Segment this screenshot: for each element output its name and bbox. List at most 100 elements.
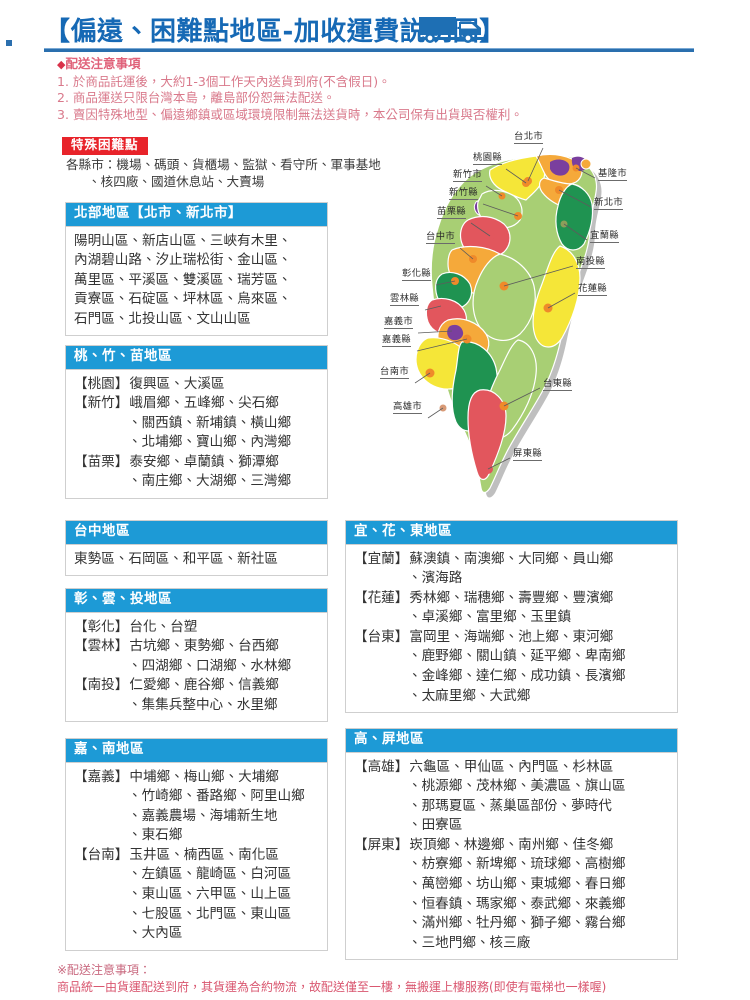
group-line: 、三地門鄉、核三廠 — [408, 934, 531, 951]
group-line: 、枋寮鄉、新埤鄉、琉球鄉、高樹鄉 — [408, 856, 626, 873]
section-taoyuan-hsinchu-miaoli: 桃、竹、苗地區 【桃園】 復興區、大溪區 【新竹】 峨眉鄉、五峰鄉、尖石鄉 、關… — [65, 345, 328, 500]
group-row: 【南投】 仁愛鄉、鹿谷鄉、信義鄉 — [74, 676, 321, 696]
group-line: 、卓溪鄉、富里鄉、玉里鎮 — [408, 609, 572, 626]
group-line: 蘇澳鎮、南澳鄉、大同鄉、員山鄉 — [409, 550, 614, 567]
section-kp-body: 【高雄】 六龜區、甲仙區、內門區、杉林區 、桃源鄉、茂林鄉、美濃區、旗山區 、那… — [346, 753, 677, 960]
group-line: 台化、台塑 — [129, 618, 198, 635]
map-label-chiayi-county: 嘉義縣 — [382, 331, 412, 347]
notice-item: 3. 賣因特殊地型、偏遠鄉鎮或區域環境限制無法送貨時，本公司保有出貨與否權利。 — [57, 106, 523, 122]
group-line: 、南庄鄉、大湖鄉、三灣鄉 — [128, 473, 292, 490]
section-east-body: 【宜蘭】 蘇澳鎮、南澳鄉、大同鄉、員山鄉 、濱海路 【花蓮】 秀林鄉、瑞穗鄉、壽… — [346, 545, 677, 713]
group-line: 、東石鄉 — [128, 827, 183, 844]
group-row: 【台東】 富岡里、海端鄉、池上鄉、東河鄉 — [354, 628, 671, 648]
group-line: 、嘉義農場、海埔新生地 — [128, 807, 278, 824]
map-label-taipei: 台北市 — [514, 128, 544, 144]
section-north: 北部地區【北市、新北市】 陽明山區、新店山區、三峽有木里、 內湖碧山路、汐止瑞松… — [65, 202, 328, 337]
group-line: 、金峰鄉、達仁鄉、成功鎮、長濱鄉 — [408, 668, 626, 685]
group-line: 古坑鄉、東勢鄉、台西鄉 — [129, 638, 279, 655]
group-key: 【嘉義】 — [74, 768, 129, 785]
map-label-keelung: 基隆市 — [598, 165, 628, 181]
group-row: 【雲林】 古坑鄉、東勢鄉、台西鄉 — [74, 637, 321, 657]
section-chianan-title: 嘉、南地區 — [66, 739, 327, 763]
group-row: 【彰化】 台化、台塑 — [74, 618, 321, 638]
map-label-chiayi-city: 嘉義市 — [384, 313, 414, 329]
group-row: 【嘉義】 中埔鄉、梅山鄉、大埔鄉 — [74, 768, 321, 788]
group-line: 、北埔鄉、寶山鄉、內灣鄉 — [128, 434, 292, 451]
map-label-tainan: 台南市 — [380, 363, 410, 379]
map-label-new-taipei: 新北市 — [594, 194, 624, 210]
notice-heading-row: ◆配送注意事項 — [57, 56, 617, 74]
notice-item: 2. 商品運送只限台灣本島，離島部份恕無法配送。 — [57, 90, 336, 106]
delivery-notice: ◆配送注意事項 1. 於商品託運後，大約1-3個工作天內送貨到府(不含假日)。 … — [57, 56, 617, 123]
group-key: 【台南】 — [74, 846, 129, 863]
section-line: 貢寮區、石碇區、坪林區、烏來區、 — [74, 291, 292, 308]
section-line: 內湖碧山路、汐止瑞松街、金山區、 — [74, 252, 292, 269]
special-difficult-body: 各縣市：機場、碼頭、貨櫃場、監獄、看守所、軍事基地 、核四廠、國道休息站、大賣場 — [66, 156, 406, 190]
map-label-miaoli: 苗栗縣 — [437, 203, 467, 219]
section-east-title: 宜、花、東地區 — [346, 521, 677, 545]
section-line: 萬里區、平溪區、雙溪區、瑞芳區、 — [74, 271, 292, 288]
group-line: 、那瑪夏區、蒸巢區部份、夢時代 — [408, 797, 612, 814]
map-label-changhua: 彰化縣 — [402, 265, 432, 281]
header-divider — [44, 48, 694, 52]
group-line: 仁愛鄉、鹿谷鄉、信義鄉 — [129, 677, 279, 694]
group-key: 【雲林】 — [74, 638, 129, 655]
group-line: 、田寮區 — [408, 817, 463, 834]
group-line: 、關西鎮、新埔鎮、橫山鄉 — [128, 414, 292, 431]
group-line: 、太麻里鄉、大武鄉 — [408, 687, 531, 704]
footer-notes: ※配送注意事項： 商品統一由貨運配送到府，其貨運為合約物流，故配送僅至一樓，無搬… — [57, 962, 737, 996]
group-key: 【宜蘭】 — [354, 550, 409, 567]
group-line: 富岡里、海端鄉、池上鄉、東河鄉 — [409, 628, 614, 645]
group-key: 【桃園】 — [74, 375, 129, 392]
group-line: 、四湖鄉、口湖鄉、水林鄉 — [128, 657, 292, 674]
group-line: 、萬巒鄉、坊山鄉、東城鄉、春日鄉 — [408, 876, 626, 893]
left-edge-tick — [6, 40, 12, 46]
section-line: 陽明山區、新店山區、三峽有木里、 — [74, 232, 292, 249]
group-line: 、七股區、北門區、東山區 — [128, 905, 292, 922]
section-taichung: 台中地區 東勢區、石岡區、和平區、新社區 — [65, 520, 328, 577]
group-key: 【屏東】 — [354, 836, 409, 853]
group-line: 、左鎮區、龍崎區、白河區 — [128, 866, 292, 883]
map-label-hsinchu-city: 新竹市 — [453, 166, 483, 182]
special-line-2: 、核四廠、國道休息站、大賣場 — [88, 174, 265, 189]
special-difficult-badge: 特殊困難點 — [62, 137, 148, 155]
map-label-hsinchu-county: 新竹縣 — [449, 184, 479, 200]
group-line: 、桃源鄉、茂林鄉、美濃區、旗山區 — [408, 778, 626, 795]
group-line: 、恒春鎮、瑪家鄉、泰武鄉、來義鄉 — [408, 895, 626, 912]
page-header: 【偏遠、困難點地區-加收運費説明圖】 — [0, 0, 750, 54]
group-row: 【宜蘭】 蘇澳鎮、南澳鄉、大同鄉、員山鄉 — [354, 550, 671, 570]
taiwan-map-svg — [414, 147, 602, 498]
group-row: 【桃園】 復興區、大溪區 — [74, 375, 321, 395]
section-taichung-body: 東勢區、石岡區、和平區、新社區 — [66, 545, 327, 576]
group-row: 【苗栗】 泰安鄉、卓蘭鎮、獅潭鄉 — [74, 453, 321, 473]
group-row: 【屏東】 崁頂鄉、林邊鄉、南州鄉、佳冬鄉 — [354, 836, 671, 856]
group-line: 、滿州鄉、牡丹鄉、獅子鄉、霧台鄉 — [408, 915, 626, 932]
map-label-kaohsiung: 高雄市 — [393, 398, 423, 414]
notice-heading: 配送注意事項 — [65, 56, 141, 71]
footer-line-1: ※配送注意事項： — [57, 963, 152, 977]
group-line: 、大內區 — [128, 925, 183, 942]
group-line: 、集集兵整中心、水里鄉 — [128, 696, 278, 713]
group-line: 、竹崎鄉、番路鄉、阿里山鄉 — [128, 788, 305, 805]
group-line: 、東山區、六甲區、山上區 — [128, 886, 292, 903]
group-key: 【花蓮】 — [354, 589, 409, 606]
map-label-nantou: 南投縣 — [576, 253, 606, 269]
section-tcm-title: 桃、竹、苗地區 — [66, 346, 327, 370]
section-yilan-hualien-taitung: 宜、花、東地區 【宜蘭】 蘇澳鎮、南澳鄉、大同鄉、員山鄉 、濱海路 【花蓮】 秀… — [345, 520, 678, 714]
section-line: 東勢區、石岡區、和平區、新社區 — [74, 550, 278, 567]
section-taichung-title: 台中地區 — [66, 521, 327, 545]
special-line-1: 各縣市：機場、碼頭、貨櫃場、監獄、看守所、軍事基地 — [66, 157, 381, 172]
map-label-taoyuan: 桃園縣 — [473, 149, 503, 165]
group-line: 復興區、大溪區 — [129, 375, 225, 392]
map-label-taichung: 台中市 — [426, 228, 456, 244]
group-key: 【台東】 — [354, 628, 409, 645]
group-line: 峨眉鄉、五峰鄉、尖石鄉 — [129, 395, 279, 412]
group-line: 泰安鄉、卓蘭鎮、獅潭鄉 — [129, 453, 279, 470]
group-line: 崁頂鄉、林邊鄉、南州鄉、佳冬鄉 — [409, 836, 614, 853]
group-row: 【花蓮】 秀林鄉、瑞穗鄉、壽豐鄉、豐濱鄉 — [354, 589, 671, 609]
section-north-title: 北部地區【北市、新北市】 — [66, 203, 327, 227]
group-row: 【高雄】 六龜區、甲仙區、內門區、杉林區 — [354, 758, 671, 778]
section-line: 石門區、北投山區、文山山區 — [74, 310, 251, 327]
map-label-yunlin: 雲林縣 — [390, 290, 420, 306]
map-label-taitung: 台東縣 — [543, 375, 573, 391]
